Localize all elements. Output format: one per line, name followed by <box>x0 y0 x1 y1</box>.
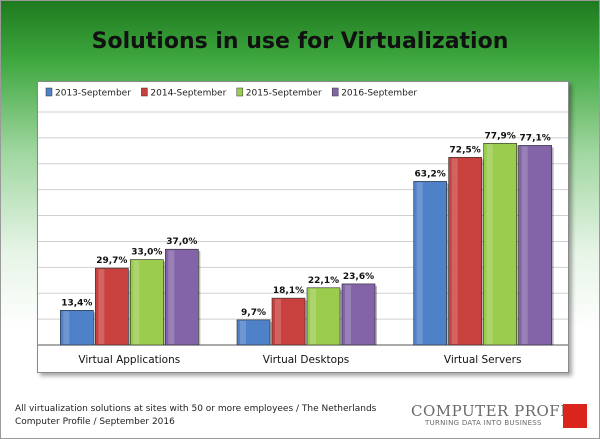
bar-4-1 <box>165 248 199 346</box>
bar-highlight <box>98 269 105 344</box>
legend-swatch-3 <box>236 87 244 97</box>
data-label-3-3: 77,9% <box>485 131 516 141</box>
bar-4-2 <box>341 283 376 346</box>
logo-red-square <box>563 404 587 428</box>
bar-chart: 2013-September 2014-September 2015-Septemb… <box>38 87 568 366</box>
bar-highlight <box>451 158 458 344</box>
bar-1-3 <box>413 181 447 346</box>
bar-highlight <box>310 288 316 344</box>
data-label-3-1: 33,0% <box>131 248 162 258</box>
bar-3-2 <box>306 287 341 346</box>
bar-2-2 <box>271 297 306 346</box>
data-label-1-3: 63,2% <box>415 169 446 179</box>
category-label-2: Virtual Desktops <box>263 354 349 366</box>
legend-label-1: 2013-September <box>55 89 131 99</box>
bar-2-1 <box>95 267 129 346</box>
bar-highlight <box>63 311 70 344</box>
plot-area: 2013-September 2014-September 2015-Septemb… <box>37 81 569 373</box>
chart-title: Solutions in use for Virtualization <box>91 29 509 54</box>
data-label-4-2: 23,6% <box>343 272 374 282</box>
bar-1-2 <box>236 319 271 346</box>
bar-4-3 <box>518 145 552 346</box>
data-label-2-3: 72,5% <box>450 145 481 155</box>
bar-highlight <box>521 146 528 344</box>
legend-label-2: 2014-September <box>150 89 226 99</box>
category-label-1: Virtual Applications <box>78 354 180 366</box>
data-label-2-2: 18,1% <box>273 286 304 296</box>
category-label-3: Virtual Servers <box>444 354 522 366</box>
bar-3-1 <box>130 259 164 346</box>
bar-highlight <box>345 284 351 344</box>
bar-highlight <box>275 299 281 344</box>
company-logo: COMPUTER PROFILE TURNING DATA INTO BUSIN… <box>411 402 589 430</box>
legend-label-4: 2016-September <box>341 89 417 99</box>
footer-notes: All virtualization solutions at sites wi… <box>15 403 376 429</box>
data-label-2-1: 29,7% <box>96 256 127 266</box>
bar-highlight <box>133 260 140 344</box>
bar-2-3 <box>448 157 482 346</box>
bar-3-3 <box>483 143 517 346</box>
logo-tagline: TURNING DATA INTO BUSINESS <box>425 419 542 427</box>
bar-highlight <box>168 250 175 344</box>
data-label-3-2: 22,1% <box>308 276 339 286</box>
legend-swatch-2 <box>141 87 148 97</box>
data-label-1-1: 13,4% <box>61 298 92 308</box>
bar-highlight <box>240 320 246 344</box>
bar-1-1 <box>60 310 94 346</box>
legend-swatch-1 <box>45 87 53 97</box>
bar-highlight <box>486 144 493 344</box>
legend-swatch-4 <box>331 87 339 97</box>
legend-label-3: 2015-September <box>246 89 322 99</box>
logo-name: COMPUTER PROFILE <box>411 402 589 420</box>
bar-highlight <box>416 182 423 344</box>
footer-line-1: All virtualization solutions at sites wi… <box>15 404 377 414</box>
footer-line-2: Computer Profile / September 2016 <box>15 417 175 427</box>
data-label-4-3: 77,1% <box>520 133 551 143</box>
data-label-4-1: 37,0% <box>166 237 197 247</box>
data-label-1-2: 9,7% <box>241 308 266 318</box>
